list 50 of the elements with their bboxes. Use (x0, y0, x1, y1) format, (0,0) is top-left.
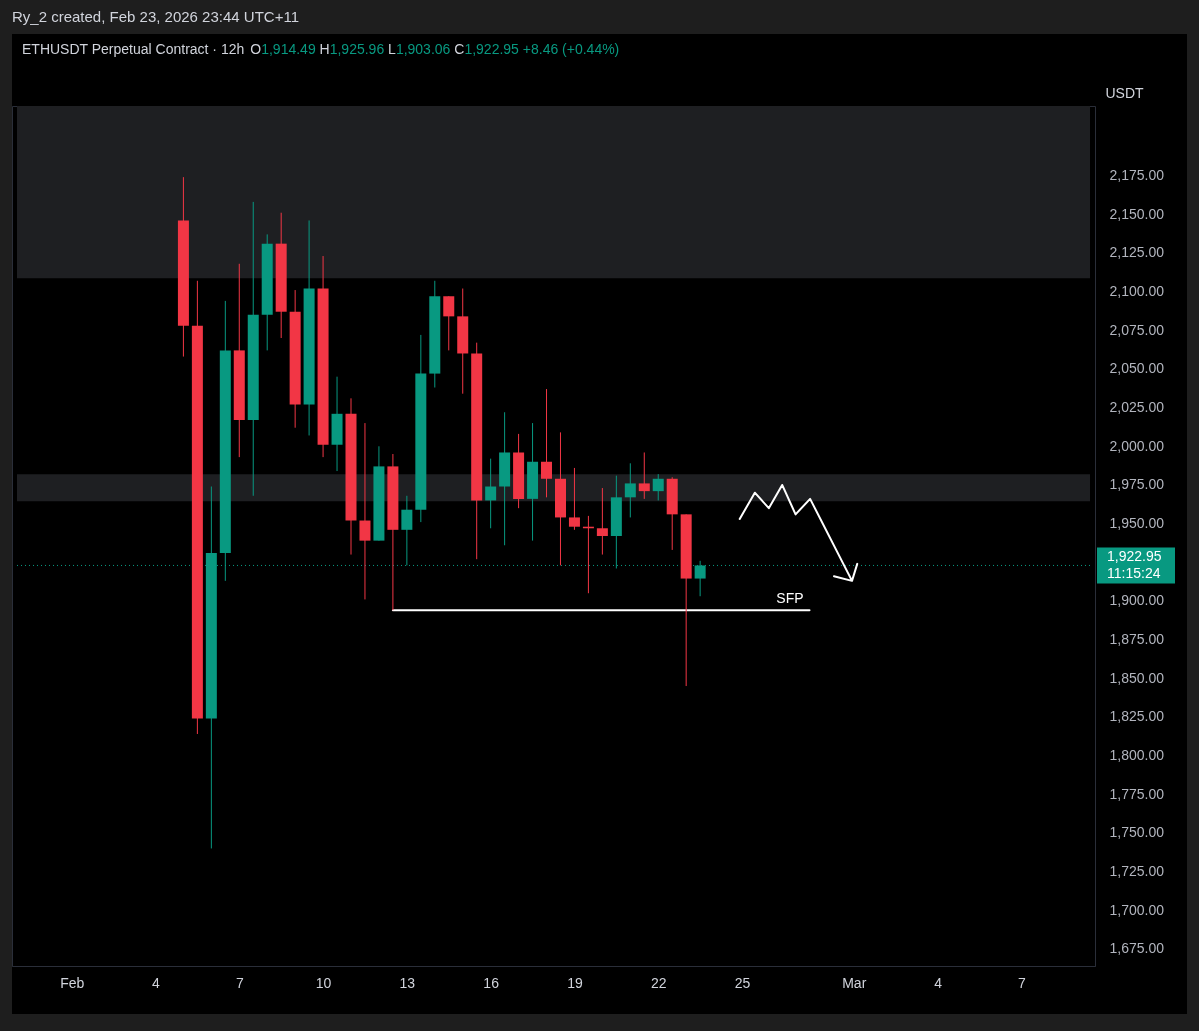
x-tick-label: Mar (842, 974, 867, 991)
y-tick-label: 2,000.00 (1109, 437, 1165, 454)
candlestick (638, 451, 650, 500)
candlestick (652, 473, 664, 501)
y-tick-label: 2,050.00 (1109, 360, 1165, 377)
y-tick-label: 2,175.00 (1109, 167, 1165, 184)
candlestick (485, 458, 497, 529)
x-tick-label: 25 (734, 974, 751, 991)
y-tick-label: 1,950.00 (1109, 515, 1165, 532)
x-tick-label: 13 (399, 974, 416, 991)
x-tick-label: Feb (60, 974, 85, 991)
line-series (738, 483, 859, 582)
candlestick (401, 495, 413, 566)
y-tick-label: 1,850.00 (1109, 669, 1165, 686)
y-tick-label: 1,700.00 (1109, 901, 1165, 918)
y-tick-label: 1,900.00 (1109, 592, 1165, 609)
y-tick-label: 1,875.00 (1109, 631, 1165, 648)
ref-line-label: 1,922.95 (1107, 548, 1162, 565)
x-tick-label: 4 (152, 974, 161, 991)
x-tick-label: 16 (483, 974, 500, 991)
x-tick-label: 4 (934, 974, 943, 991)
chart-title: ETHUSDT Perpetual Contract · 12h (22, 41, 245, 57)
x-tick-label: 22 (650, 974, 667, 991)
x-tick-label: 7 (235, 974, 244, 991)
candlestick (596, 487, 608, 556)
y-tick-label: 1,825.00 (1109, 708, 1165, 725)
candlestick (624, 462, 636, 518)
y-tick-label: 2,100.00 (1109, 283, 1165, 300)
text: Ry_2 created, Feb 23, 2026 23:44 UTC+11 (11, 7, 300, 27)
y-tick-label: 1,750.00 (1109, 824, 1165, 841)
x-tick-label: 19 (567, 974, 583, 991)
y-tick-label: 1,725.00 (1109, 863, 1165, 880)
y-tick-label: 1,775.00 (1109, 785, 1165, 802)
y-tick-label: 2,025.00 (1109, 399, 1165, 416)
x-tick-label: 10 (315, 974, 332, 991)
y-tick-label: 2,150.00 (1109, 205, 1165, 222)
x-tick-label: 7 (1017, 974, 1026, 991)
annotation: SFP (776, 590, 804, 607)
candlestick (568, 467, 580, 531)
text: O1,914.49 H1,925.96 L1,903.06 C1,922.95 +8.46 (+0.44%) (250, 41, 620, 57)
candlestick (359, 422, 371, 600)
text: 11:15:24 (1107, 565, 1161, 582)
candlestick (443, 295, 455, 351)
y-tick-label: 1,800.00 (1109, 747, 1165, 764)
y-tick-label: 2,125.00 (1109, 244, 1165, 261)
y-tick-label: 2,075.00 (1109, 321, 1165, 338)
candlestick (541, 388, 553, 498)
y-tick-label: 1,975.00 (1109, 476, 1165, 493)
y-axis-title: USDT (1105, 84, 1145, 101)
y-tick-label: 1,675.00 (1109, 940, 1165, 957)
